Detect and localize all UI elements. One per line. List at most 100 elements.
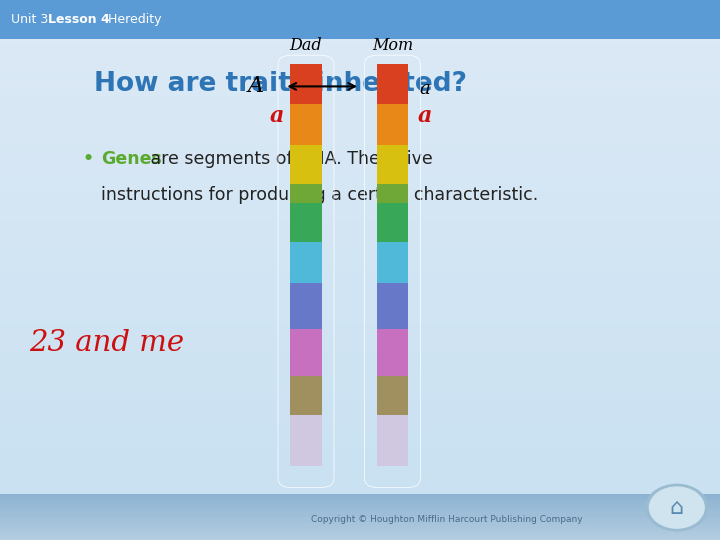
Bar (0, 184, 720, 189)
Bar (0, 43, 720, 49)
Bar (0, 189, 720, 194)
Bar (0, 502, 720, 503)
Bar (0, 329, 720, 335)
FancyBboxPatch shape (377, 329, 408, 377)
Text: a: a (418, 105, 432, 127)
Bar (0, 265, 720, 270)
Bar (0, 108, 720, 113)
Text: Genes: Genes (101, 150, 162, 168)
Bar (0, 362, 720, 367)
Bar (0, 248, 720, 254)
Bar (0, 523, 720, 525)
Bar (0, 505, 720, 507)
Bar (0, 59, 720, 65)
Bar (0, 516, 720, 517)
Bar (0, 22, 720, 27)
Bar (0, 0, 720, 5)
Bar (0, 511, 720, 512)
Text: 23 and me: 23 and me (29, 329, 184, 357)
Bar (0, 383, 720, 389)
Bar (0, 54, 720, 59)
Text: •: • (83, 150, 94, 168)
Bar (0, 475, 720, 481)
Bar (0, 167, 720, 173)
Bar (0, 512, 720, 514)
Bar (0, 286, 720, 292)
Bar (0, 243, 720, 248)
Bar (0, 281, 720, 286)
Bar (0, 531, 720, 532)
Bar (0, 509, 720, 511)
Bar (0, 173, 720, 178)
Bar (0, 270, 720, 275)
Bar (0, 367, 720, 373)
Bar (0, 356, 720, 362)
Bar (0, 178, 720, 184)
Bar (0, 416, 720, 421)
Bar (0, 499, 720, 500)
FancyBboxPatch shape (290, 329, 322, 377)
Text: How are traits inherited?: How are traits inherited? (94, 71, 467, 97)
FancyBboxPatch shape (377, 283, 408, 330)
Bar (0, 5, 720, 11)
Text: A: A (248, 76, 264, 97)
Bar (0, 216, 720, 221)
Bar (0, 389, 720, 394)
Bar (0, 200, 720, 205)
Bar (0, 437, 720, 443)
Bar (0, 130, 720, 135)
Bar (0, 525, 720, 526)
Bar (0, 529, 720, 531)
FancyBboxPatch shape (377, 64, 408, 105)
Bar (0, 508, 720, 509)
Text: Mom: Mom (372, 37, 413, 54)
Bar (0, 496, 720, 497)
Bar (0, 205, 720, 211)
Bar (0, 400, 720, 405)
Text: Copyright © Houghton Mifflin Harcourt Publishing Company: Copyright © Houghton Mifflin Harcourt Pu… (310, 515, 582, 524)
FancyBboxPatch shape (377, 376, 408, 416)
Bar (0, 254, 720, 259)
FancyBboxPatch shape (290, 64, 322, 105)
Bar (0, 221, 720, 227)
Bar (0, 500, 720, 502)
Bar (0, 497, 720, 502)
Bar (0, 394, 720, 400)
Bar (0, 537, 720, 538)
Bar (0, 448, 720, 454)
Bar (0, 313, 720, 319)
Bar (0, 529, 720, 535)
Bar (0, 514, 720, 516)
Bar (0, 535, 720, 540)
Bar (0, 432, 720, 437)
Text: ⌂: ⌂ (670, 497, 684, 518)
FancyBboxPatch shape (290, 415, 322, 466)
Bar (0, 0, 720, 39)
Bar (0, 324, 720, 329)
Bar (0, 405, 720, 410)
Bar (0, 16, 720, 22)
Bar (0, 532, 720, 534)
FancyBboxPatch shape (377, 202, 408, 243)
Text: Dad: Dad (289, 37, 323, 54)
Bar (0, 454, 720, 459)
Circle shape (649, 487, 704, 528)
Bar (0, 520, 720, 522)
Text: Unit 3: Unit 3 (11, 13, 52, 26)
Bar (0, 491, 720, 497)
FancyBboxPatch shape (290, 145, 322, 185)
Bar (0, 503, 720, 505)
Bar (0, 373, 720, 378)
Bar (0, 494, 720, 496)
Bar (0, 351, 720, 356)
Bar (0, 522, 720, 523)
FancyBboxPatch shape (377, 104, 408, 146)
Bar (0, 275, 720, 281)
Bar (0, 38, 720, 43)
Bar (0, 443, 720, 448)
Bar (0, 27, 720, 32)
FancyBboxPatch shape (290, 376, 322, 416)
Bar (0, 162, 720, 167)
Bar (0, 513, 720, 518)
FancyBboxPatch shape (290, 202, 322, 243)
